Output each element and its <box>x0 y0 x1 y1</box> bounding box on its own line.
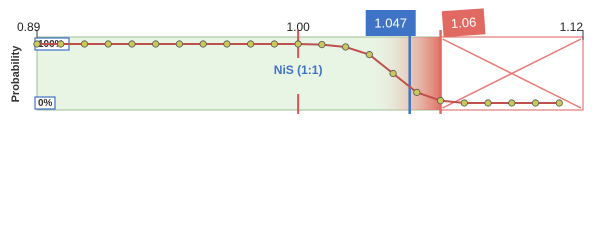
data-point <box>555 99 563 107</box>
data-point <box>33 40 41 48</box>
data-point <box>294 40 302 48</box>
data-point <box>199 40 207 48</box>
y-axis-label: Probability <box>10 45 22 103</box>
data-point <box>460 99 468 107</box>
x-tick-label: 0.89 <box>17 20 41 34</box>
data-point <box>80 40 89 48</box>
x-tick-label: 1.12 <box>560 20 584 34</box>
marker-label-text: 1.047 <box>374 15 407 30</box>
data-point <box>104 40 112 48</box>
data-point <box>175 40 184 48</box>
data-point <box>484 99 492 107</box>
data-point <box>365 51 373 59</box>
data-point <box>531 99 540 107</box>
marker-label-box <box>441 8 486 38</box>
data-point <box>57 40 65 48</box>
data-point <box>270 40 278 48</box>
data-point <box>508 99 516 107</box>
excluded-cross <box>442 38 582 109</box>
data-point <box>152 40 160 48</box>
marker-label-box <box>365 10 416 36</box>
y-tick-box <box>34 96 56 110</box>
marker-label: 1.06 <box>441 8 486 38</box>
marker-label-text: 1.06 <box>450 14 476 31</box>
data-point <box>413 88 421 96</box>
data-point <box>389 69 397 78</box>
data-point <box>128 40 136 48</box>
marker-label: 1.047 <box>365 10 416 36</box>
data-point <box>342 43 350 51</box>
y-tick-label: 0% <box>38 98 53 109</box>
x-tick-label: 1.00 <box>286 20 310 34</box>
annotation: NiS (1:1) <box>274 63 323 77</box>
data-point <box>436 97 445 105</box>
transition-fade <box>370 37 441 110</box>
data-point <box>247 40 255 48</box>
data-point <box>318 40 326 49</box>
data-point <box>223 40 231 48</box>
